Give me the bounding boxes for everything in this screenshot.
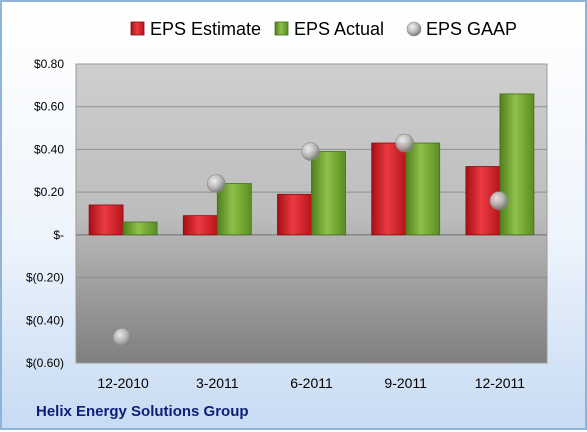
eps-actual-bar xyxy=(216,183,252,236)
legend-swatch xyxy=(274,21,289,36)
eps-estimate-bar xyxy=(371,142,407,236)
y-tick-label: $- xyxy=(53,228,64,242)
eps-gaap-point xyxy=(207,174,226,193)
eps-estimate-bar xyxy=(182,215,218,236)
eps-estimate-bar xyxy=(277,193,312,236)
y-tick-label: $0.40 xyxy=(34,142,64,156)
y-tick-label: $(0.40) xyxy=(26,313,64,327)
legend-swatch xyxy=(130,21,145,36)
eps-estimate-bar xyxy=(88,204,124,236)
y-tick-label: $(0.20) xyxy=(26,271,64,285)
y-axis: $0.80 $0.60 $0.40 $0.20 $- $(0.20) $(0.40) $(0.… xyxy=(26,57,64,370)
gaap-points xyxy=(112,133,509,347)
x-tick-label: 9-2011 xyxy=(384,375,427,391)
eps-gaap-point xyxy=(112,328,132,347)
x-axis: 12-2010 3-2011 6-2011 9-2011 12-2011 xyxy=(97,375,525,391)
legend: EPS Estimate EPS Actual EPS GAAP xyxy=(130,19,517,39)
y-tick-label: $(0.60) xyxy=(26,356,64,370)
eps-gaap-point xyxy=(301,142,320,161)
eps-gaap-point xyxy=(395,133,415,153)
y-tick-label: $0.80 xyxy=(34,57,64,71)
eps-gaap-point xyxy=(489,191,509,210)
legend-label: EPS Actual xyxy=(294,19,384,39)
legend-label: EPS GAAP xyxy=(426,19,517,39)
x-tick-label: 3-2011 xyxy=(196,375,239,391)
company-name: Helix Energy Solutions Group xyxy=(36,403,249,420)
legend-label: EPS Estimate xyxy=(150,19,261,39)
eps-actual-bar xyxy=(499,93,535,236)
eps-actual-bar xyxy=(311,151,346,236)
x-tick-label: 6-2011 xyxy=(290,375,333,391)
x-tick-label: 12-2011 xyxy=(475,375,526,391)
legend-swatch xyxy=(406,21,422,37)
x-tick-label: 12-2010 xyxy=(97,375,149,391)
gridlines xyxy=(76,106,547,321)
eps-actual-bar xyxy=(122,221,158,236)
eps-actual-bar xyxy=(405,142,441,236)
y-tick-label: $0.60 xyxy=(34,100,64,114)
y-tick-label: $0.20 xyxy=(34,185,64,199)
